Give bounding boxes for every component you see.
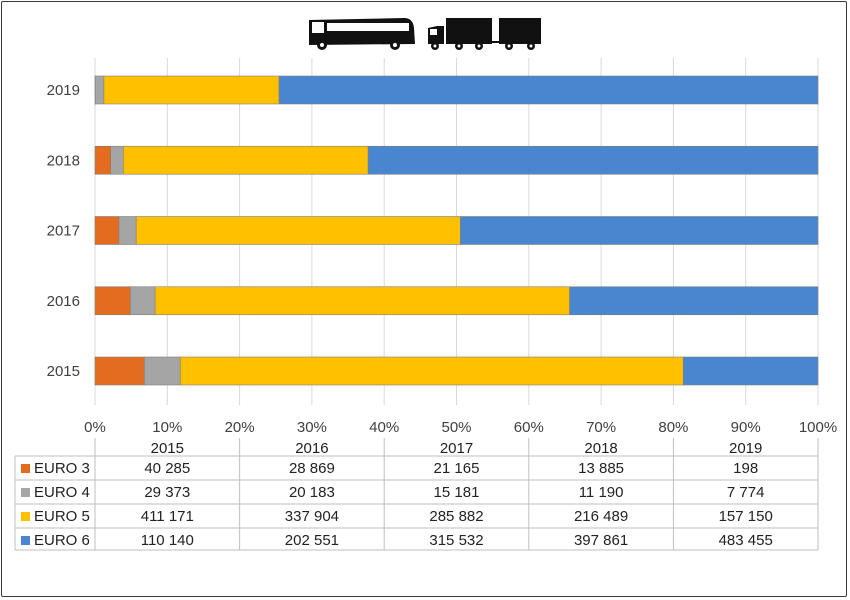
legend-label: EURO 5 [34, 508, 90, 525]
table-cell: 285 882 [429, 508, 483, 525]
bar-segment-euro3-2018 [94, 145, 111, 175]
legend-label: EURO 6 [34, 532, 90, 549]
x-tick-label: 30% [297, 419, 327, 436]
category-label: 2018 [47, 152, 80, 169]
table-header-cell: 2016 [295, 440, 328, 457]
table-cell: 13 885 [578, 460, 624, 477]
legend-swatch-euro6 [21, 536, 30, 545]
bar-segment-euro5-2015 [179, 356, 684, 386]
table-cell: 483 455 [719, 532, 773, 549]
category-labels: 2015 2016 2017 2018 2019 [47, 82, 80, 380]
bar-segment-euro6-2016 [569, 286, 819, 316]
table-cell: 157 150 [719, 508, 773, 525]
legend-label: EURO 4 [34, 484, 90, 501]
table-cell: 7 774 [727, 484, 765, 501]
bus-icon [309, 18, 415, 50]
x-tick-labels: 0% 10% 20% 30% 40% 50% 60% 70% 80% 90% 100% [84, 419, 837, 436]
legend-swatch-euro4 [21, 488, 30, 497]
legend-swatch-euro5 [21, 512, 30, 521]
x-tick-label: 70% [586, 419, 616, 436]
category-label: 2015 [47, 363, 80, 380]
legend-swatch-euro3 [21, 464, 30, 473]
table-cell: 315 532 [429, 532, 483, 549]
category-label: 2019 [47, 82, 80, 99]
legend-label: EURO 3 [34, 460, 90, 477]
table-cell: 40 285 [144, 460, 190, 477]
bar-segment-euro6-2015 [682, 356, 819, 386]
x-tick-label: 40% [369, 419, 399, 436]
x-tick-label: 80% [658, 419, 688, 436]
table-cell: 411 171 [141, 508, 194, 525]
table-cell: 11 190 [579, 484, 624, 501]
table-cell: 28 869 [289, 460, 335, 477]
table-cell: 397 861 [574, 532, 628, 549]
bar-segment-euro4-2016 [130, 286, 156, 316]
table-cell: 29 373 [144, 484, 190, 501]
table-header-cell: 2018 [584, 440, 617, 457]
table-cell: 202 551 [285, 532, 339, 549]
category-label: 2017 [47, 223, 80, 240]
table-cell: 198 [733, 460, 758, 477]
x-tick-label: 90% [731, 419, 761, 436]
bar-segment-euro4-2017 [118, 216, 137, 245]
table-cell: 216 489 [574, 508, 628, 525]
bar-segment-euro6-2017 [459, 216, 819, 245]
bar-segment-euro6-2018 [367, 145, 819, 175]
table-cell: 110 140 [141, 532, 194, 549]
bar-segment-euro4-2018 [110, 145, 124, 175]
category-label: 2016 [47, 293, 80, 310]
bar-segment-euro5-2019 [103, 75, 280, 105]
table-header-cell: 2015 [151, 440, 184, 457]
table-header-cell: 2019 [729, 440, 762, 457]
data-table: 2015 2016 2017 2018 2019 EURO 3 40 285 28 869 21… [14, 438, 819, 551]
bar-segment-euro4-2019 [94, 75, 105, 105]
table-cell: 21 165 [434, 460, 480, 477]
bar-segment-euro5-2018 [123, 145, 369, 175]
bar-segment-euro3-2015 [94, 356, 145, 386]
bar-segment-euro5-2016 [154, 286, 570, 316]
bar-segment-euro4-2015 [143, 356, 181, 386]
truck-trailer-icon [428, 18, 541, 50]
bars [94, 75, 819, 386]
table-header-cell: 2017 [440, 440, 473, 457]
x-tick-label: 10% [152, 419, 182, 436]
bar-segment-euro3-2016 [94, 286, 131, 316]
bar-segment-euro3-2017 [94, 216, 120, 245]
table-cell: 20 183 [289, 484, 335, 501]
x-tick-label: 100% [799, 419, 837, 436]
x-tick-label: 0% [84, 419, 106, 436]
table-cell: 337 904 [285, 508, 339, 525]
x-tick-label: 50% [441, 419, 471, 436]
x-tick-label: 20% [225, 419, 255, 436]
table-cell: 15 181 [434, 484, 480, 501]
bar-segment-euro5-2017 [135, 216, 461, 245]
x-tick-label: 60% [514, 419, 544, 436]
bar-segment-euro6-2019 [278, 75, 819, 105]
